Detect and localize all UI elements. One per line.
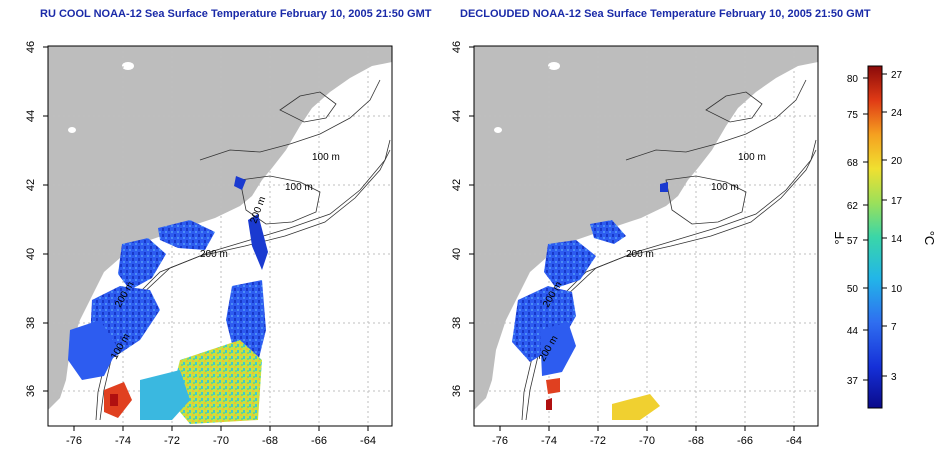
y-tick-label: 46 [25, 41, 37, 53]
x-tick-label: -76 [492, 435, 508, 447]
fahrenheit-tick: 80 [847, 74, 859, 85]
celsius-tick: 3 [891, 372, 897, 383]
fahrenheit-tick: 44 [847, 326, 859, 337]
left-map-panel: 100 m 100 m 200 m 200 m 200 m 100 m -76 … [25, 41, 393, 447]
x-tick-label: -72 [590, 435, 606, 447]
lake [68, 127, 76, 133]
x-tick-label: -66 [311, 435, 327, 447]
x-tick-label: -72 [164, 435, 180, 447]
right-map-panel: 100 m 100 m 200 m 200 m 200 m -76 -74 -7… [451, 41, 819, 447]
x-tick-label: -68 [262, 435, 278, 447]
y-tick-label: 40 [451, 248, 463, 260]
celsius-tick: 17 [891, 196, 903, 207]
y-tick-label: 38 [451, 317, 463, 329]
map-frame [47, 45, 393, 427]
x-tick-label: -70 [213, 435, 229, 447]
fahrenheit-tick: 57 [847, 236, 859, 247]
x-tick-label: -64 [360, 435, 376, 447]
colorbar-ticks [863, 73, 887, 381]
y-tick-label: 44 [451, 110, 463, 122]
celsius-tick: 10 [891, 284, 903, 295]
celsius-tick: 27 [891, 70, 903, 81]
colorbar-gradient [867, 65, 883, 409]
celsius-tick: 20 [891, 156, 903, 167]
fahrenheit-tick: 37 [847, 376, 859, 387]
lake [122, 62, 134, 70]
celsius-unit-label: °C [922, 231, 937, 246]
contour-label: 100 m [738, 152, 766, 163]
x-tick-label: -64 [786, 435, 802, 447]
axis-ticks [43, 46, 369, 431]
x-tick-label: -74 [115, 435, 131, 447]
y-tick-label: 42 [25, 179, 37, 191]
contour-label: 200 m [200, 249, 228, 260]
x-tick-label: -70 [639, 435, 655, 447]
fahrenheit-tick: 68 [847, 158, 859, 169]
celsius-tick: 24 [891, 108, 903, 119]
lake [494, 127, 502, 133]
y-tick-label: 38 [25, 317, 37, 329]
map-frame [473, 45, 819, 427]
fahrenheit-tick: 75 [847, 110, 859, 121]
sst-data-overlay [68, 176, 268, 424]
y-tick-label: 44 [25, 110, 37, 122]
left-panel-title: RU COOL NOAA-12 Sea Surface Temperature … [40, 8, 432, 20]
x-tick-label: -76 [66, 435, 82, 447]
x-tick-label: -66 [737, 435, 753, 447]
y-tick-label: 42 [451, 179, 463, 191]
fahrenheit-tick: 62 [847, 201, 859, 212]
y-tick-label: 46 [451, 41, 463, 53]
contour-label: 100 m [285, 182, 313, 193]
right-panel-title: DECLOUDED NOAA-12 Sea Surface Temperatur… [460, 8, 871, 20]
y-tick-label: 36 [25, 385, 37, 397]
fahrenheit-tick: 50 [847, 284, 859, 295]
contour-label: 200 m [626, 249, 654, 260]
x-tick-label: -74 [541, 435, 557, 447]
contour-label: 100 m [711, 182, 739, 193]
celsius-tick: 14 [891, 234, 903, 245]
celsius-tick: 7 [891, 322, 897, 333]
contour-label: 100 m [312, 152, 340, 163]
sst-data-overlay [512, 182, 668, 420]
axis-ticks [469, 46, 795, 431]
x-tick-label: -68 [688, 435, 704, 447]
temperature-colorbar: 80 75 68 62 57 50 44 37 27 24 20 17 14 1… [832, 65, 937, 409]
y-tick-label: 36 [451, 385, 463, 397]
y-tick-label: 40 [25, 248, 37, 260]
fahrenheit-unit-label: °F [832, 231, 847, 244]
lake [548, 62, 560, 70]
